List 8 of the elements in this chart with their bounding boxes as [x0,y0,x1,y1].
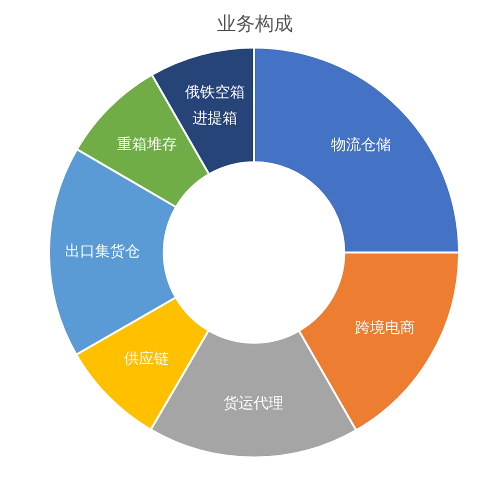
slice-label: 出口集货仓 [64,243,140,260]
slice-label: 供应链 [124,350,169,368]
slice-label: 货运代理 [224,395,284,412]
slice-label: 俄铁空箱进提箱 [184,84,245,128]
slice-label: 物流仓储 [331,136,392,154]
slice-label: 跨境电商 [355,320,416,337]
slice-label: 重箱堆存 [117,136,178,154]
chart-title: 业务构成 [217,14,293,36]
